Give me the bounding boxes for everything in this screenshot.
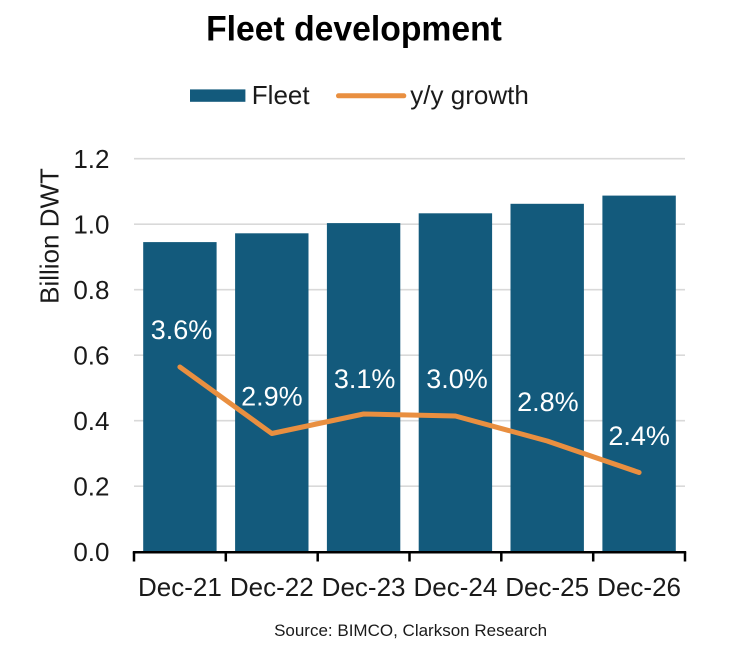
svg-text:Dec-22: Dec-22 — [230, 572, 314, 602]
svg-text:Dec-21: Dec-21 — [138, 572, 222, 602]
svg-text:3.6%: 3.6% — [151, 315, 213, 345]
svg-text:3.0%: 3.0% — [426, 364, 488, 394]
svg-text:0.8: 0.8 — [73, 275, 109, 305]
svg-text:0.0: 0.0 — [73, 537, 109, 567]
svg-text:y/y growth: y/y growth — [410, 80, 529, 110]
svg-text:0.2: 0.2 — [73, 471, 109, 501]
svg-text:Fleet development: Fleet development — [206, 10, 502, 49]
svg-text:Dec-26: Dec-26 — [597, 572, 681, 602]
svg-text:0.6: 0.6 — [73, 340, 109, 370]
svg-text:Dec-23: Dec-23 — [322, 572, 406, 602]
svg-text:Dec-25: Dec-25 — [505, 572, 589, 602]
svg-text:2.4%: 2.4% — [608, 421, 670, 451]
svg-text:1.0: 1.0 — [73, 209, 109, 239]
svg-text:3.1%: 3.1% — [334, 364, 396, 394]
svg-text:Fleet: Fleet — [252, 80, 311, 110]
svg-text:Source: BIMCO, Clarkson Resear: Source: BIMCO, Clarkson Research — [274, 621, 547, 640]
svg-text:Billion DWT: Billion DWT — [35, 168, 65, 304]
svg-text:2.9%: 2.9% — [241, 382, 303, 412]
svg-text:1.2: 1.2 — [73, 144, 109, 174]
svg-text:0.4: 0.4 — [73, 406, 109, 436]
svg-text:Dec-24: Dec-24 — [413, 572, 497, 602]
svg-text:2.8%: 2.8% — [517, 387, 579, 417]
